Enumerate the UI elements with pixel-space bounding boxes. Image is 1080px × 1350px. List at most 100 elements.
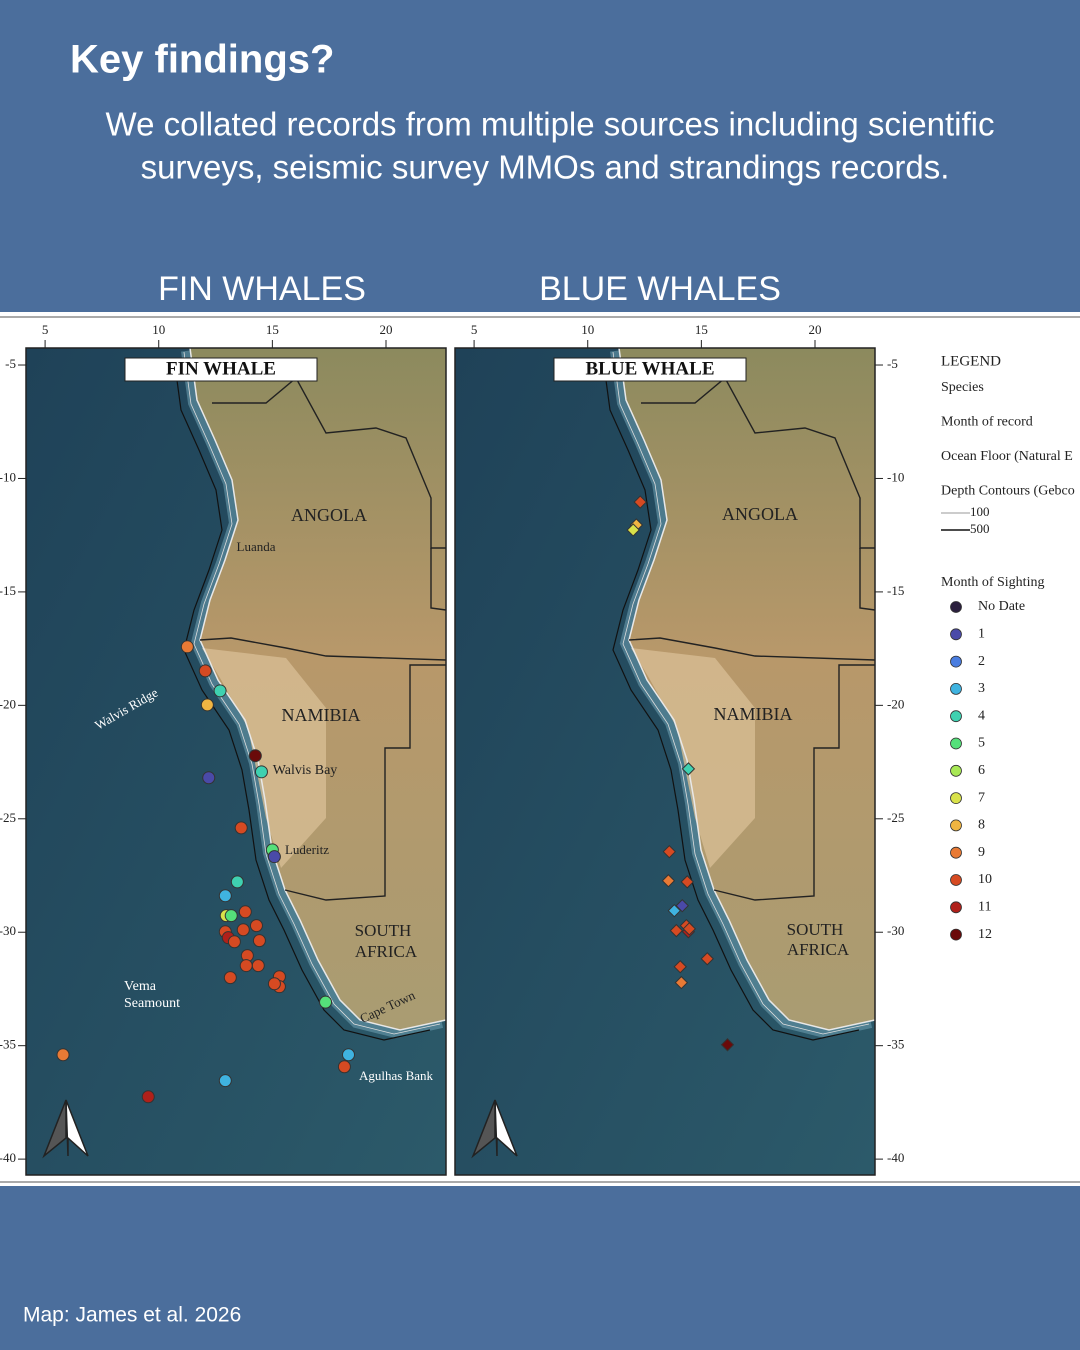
north-arrow [471,1099,496,1159]
sighting [200,698,214,712]
sighting [223,971,237,985]
x-tick-label: 20 [809,322,822,337]
y-tick-label: -25 [0,810,16,825]
legend-swatch [950,710,962,723]
legend-text: 7 [978,790,985,805]
sighting [234,821,248,835]
border [212,376,446,549]
sighting [673,960,687,974]
legend-text: 2 [978,654,985,669]
sighting [319,995,333,1009]
y-tick-label: -25 [887,810,904,825]
y-tick-label: -35 [0,1037,16,1052]
x-tick-label: 10 [581,322,594,337]
y-tick-label: -35 [887,1037,904,1052]
sighting [230,875,244,889]
legend-swatch [950,655,962,668]
y-tick-label: -5 [5,356,16,371]
legend-swatch [950,764,962,777]
depth-contour [612,351,870,1035]
x-tick-label: 5 [471,322,478,337]
legend-text: Month of Sighting [941,575,1044,590]
legend-swatch [950,792,962,804]
x-tick-label: 15 [266,322,279,337]
legend-swatch [950,928,962,941]
subtitle-line: We collated records from multiple source… [106,106,995,143]
place-label: SOUTH [355,921,412,940]
desert [631,648,755,868]
sighting [56,1048,70,1062]
map-title: FIN WHALE [166,358,276,379]
depth-contour [602,357,860,1041]
maps: ANGOLA Luanda NAMIBIA Walvis Bay Luderitz SOU… [0,322,904,1176]
coastline [618,348,875,1031]
y-tick-label: -10 [0,469,16,484]
y-tick-label: -20 [887,696,904,711]
y-tick-label: -5 [887,356,898,371]
sighting [218,1074,232,1088]
sighting [248,749,262,763]
sighting [267,850,281,864]
sighting [202,771,216,785]
legend-swatch [950,901,962,914]
place-label: AFRICA [355,942,418,961]
legend-text: 1 [978,627,985,642]
sighting [626,523,640,537]
sighting [227,935,241,949]
sighting [669,923,684,938]
place-label: NAMIBIA [714,704,793,724]
title: Key findings? [70,38,334,82]
legend-text: 3 [978,681,985,696]
sighting [218,889,232,903]
sighting [700,952,714,966]
sighting [254,765,268,779]
legend-text: 500 [970,521,990,536]
legend-swatch [950,819,962,832]
sighting [675,898,689,913]
y-tick-label: -15 [0,583,16,598]
border [713,664,875,901]
x-tick-label: 5 [42,322,49,337]
place-label: SOUTH [787,920,844,939]
section-label: BLUE WHALES [539,270,781,308]
y-tick-label: -40 [0,1150,16,1165]
place-label: NAMIBIA [282,705,361,725]
subtitle-line: surveys, seismic survey MMOs and strandi… [141,149,950,186]
legend-text: 4 [978,708,985,723]
legend-swatch [950,601,962,613]
sighting [337,1060,351,1074]
x-tick-label: 15 [695,322,708,337]
x-tick-label: 10 [152,322,165,337]
legend-text: 5 [978,736,985,751]
depth-contour [183,351,441,1035]
border [430,548,446,611]
legend-text: 12 [978,927,992,942]
legend-text: 11 [978,900,991,915]
legend-text: Ocean Floor (Natural E [941,449,1073,464]
sighting [680,875,694,889]
sighting [661,874,676,888]
legend-text: 10 [978,872,992,887]
legend-text: No Date [978,599,1025,614]
desert [202,648,326,868]
legend-swatch [950,846,962,859]
map-frame [454,347,876,1176]
legend-text: 100 [970,504,990,519]
map-title: BLUE WHALE [586,358,715,379]
map-title-box [124,357,318,382]
legend-text: 6 [978,763,985,778]
y-tick-label: -15 [887,583,904,598]
x-tick-label: 20 [380,322,393,337]
sighting [681,762,696,776]
credit: Map: James et al. 2026 [23,1304,241,1327]
place-label: Walvis Bay [273,763,338,778]
section-label: FIN WHALES [158,270,366,308]
border [859,548,875,611]
place-label: Luderitz [285,842,329,857]
sighting [249,919,263,933]
place-label: AFRICA [787,940,850,959]
place-label: Vema [124,979,157,994]
legend: LEGEND Species Month of record Ocean Floor … [941,353,1075,942]
sighting [342,1048,355,1062]
